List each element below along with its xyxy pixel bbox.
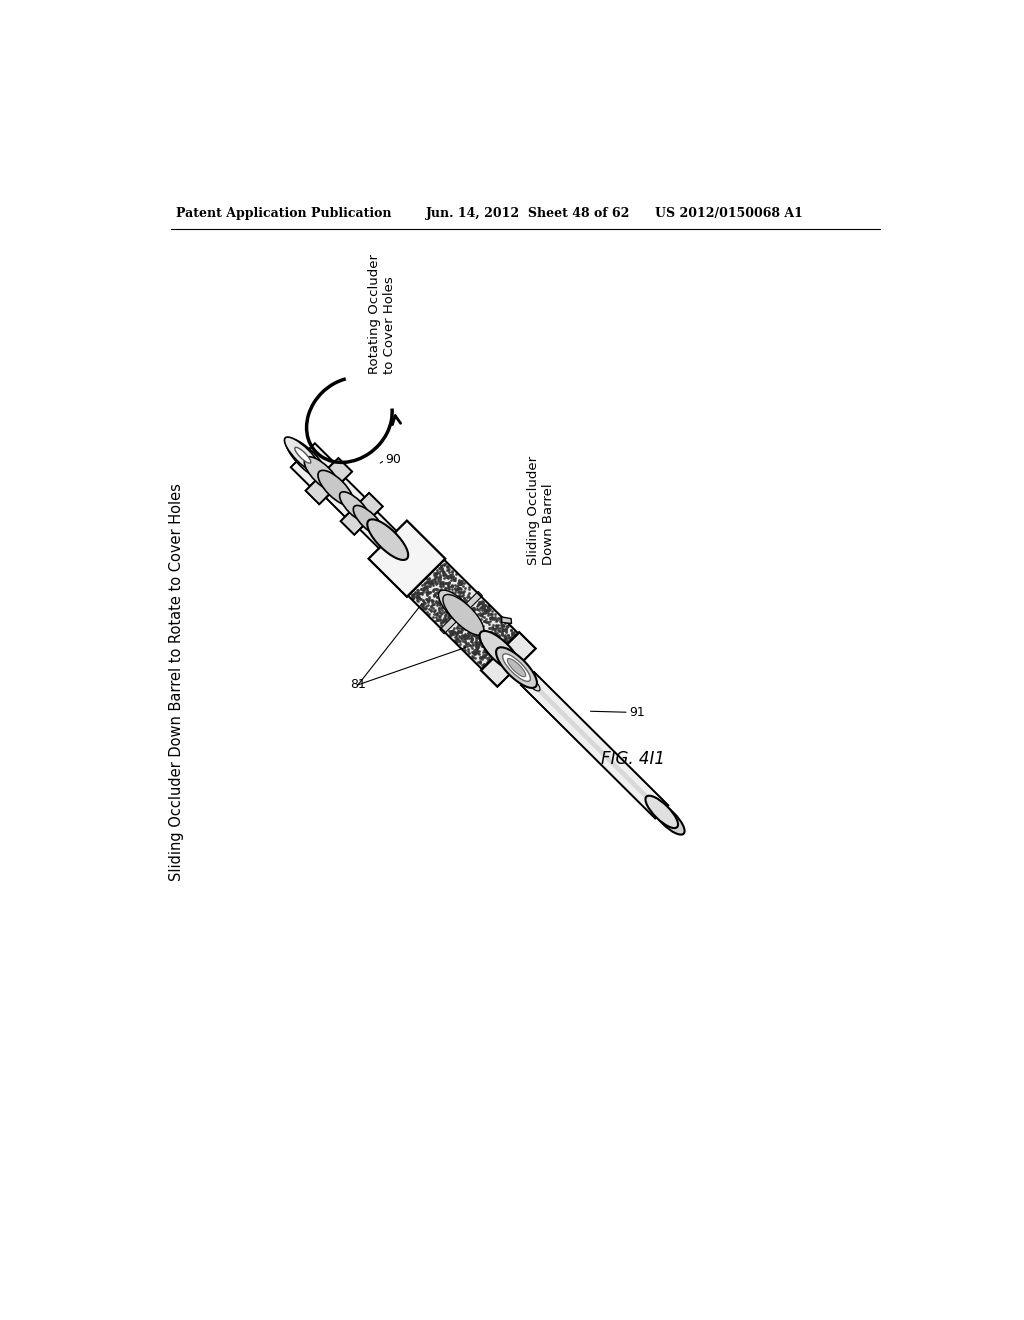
Polygon shape xyxy=(298,451,327,479)
Ellipse shape xyxy=(523,675,540,690)
Text: Sliding Occluder
Down Barrel: Sliding Occluder Down Barrel xyxy=(527,455,555,565)
Text: Patent Application Publication: Patent Application Publication xyxy=(176,207,391,220)
Text: Jun. 14, 2012  Sheet 48 of 62: Jun. 14, 2012 Sheet 48 of 62 xyxy=(426,207,631,220)
Polygon shape xyxy=(502,616,512,623)
Text: 81: 81 xyxy=(350,678,366,692)
Polygon shape xyxy=(408,560,477,628)
Ellipse shape xyxy=(519,671,536,686)
Text: US 2012/0150068 A1: US 2012/0150068 A1 xyxy=(655,207,803,220)
Ellipse shape xyxy=(443,594,483,635)
Ellipse shape xyxy=(318,470,353,506)
Ellipse shape xyxy=(286,438,328,479)
Ellipse shape xyxy=(479,631,520,672)
Ellipse shape xyxy=(438,590,479,631)
Text: Rotating Occluder
to Cover Holes: Rotating Occluder to Cover Holes xyxy=(369,253,396,374)
Ellipse shape xyxy=(304,457,340,492)
Text: 91: 91 xyxy=(630,706,645,719)
Ellipse shape xyxy=(652,803,685,834)
Polygon shape xyxy=(526,677,664,813)
Text: 90: 90 xyxy=(386,454,401,466)
Ellipse shape xyxy=(353,506,384,536)
Polygon shape xyxy=(481,632,536,686)
Polygon shape xyxy=(439,591,482,634)
Ellipse shape xyxy=(645,796,678,828)
Text: Sliding Occluder Down Barrel to Rotate to Cover Holes: Sliding Occluder Down Barrel to Rotate t… xyxy=(169,483,183,880)
Polygon shape xyxy=(341,492,383,535)
Ellipse shape xyxy=(285,437,322,474)
Polygon shape xyxy=(369,520,445,597)
Polygon shape xyxy=(359,512,396,548)
Ellipse shape xyxy=(503,653,530,681)
Ellipse shape xyxy=(496,647,537,688)
Polygon shape xyxy=(521,672,669,818)
Ellipse shape xyxy=(295,447,310,463)
Ellipse shape xyxy=(368,519,409,560)
Ellipse shape xyxy=(507,659,525,677)
Text: FIG. 4I1: FIG. 4I1 xyxy=(601,750,665,768)
Polygon shape xyxy=(305,458,352,504)
Polygon shape xyxy=(326,478,365,517)
Ellipse shape xyxy=(340,492,370,523)
Polygon shape xyxy=(445,597,518,669)
Polygon shape xyxy=(291,444,334,486)
